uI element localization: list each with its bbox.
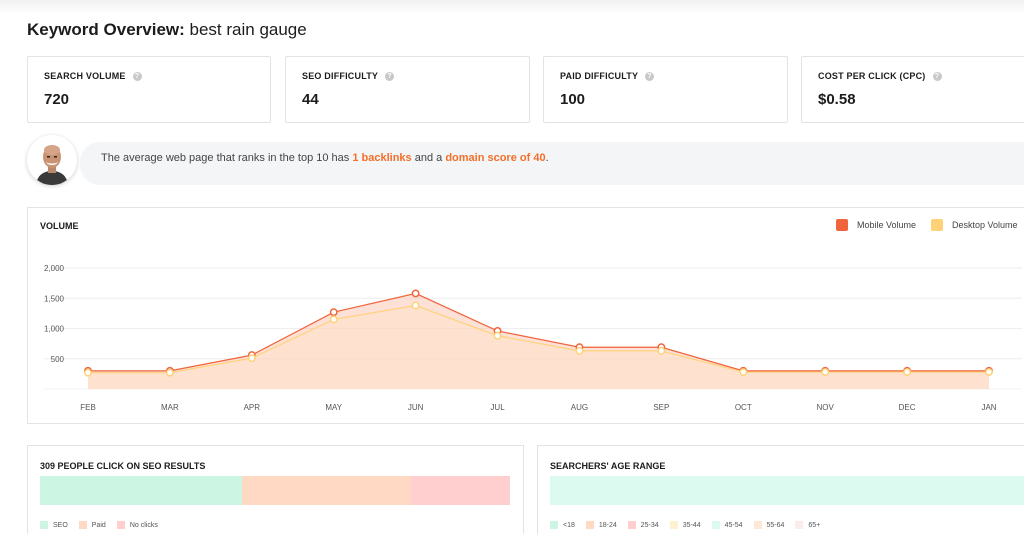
help-icon[interactable]: ? — [132, 71, 142, 81]
volume-panel — [27, 207, 1024, 424]
seo-difficulty-value: 44 — [302, 91, 319, 108]
legend-label: 18-24 — [598, 521, 617, 529]
legend-mobile[interactable]: Mobile Volume — [836, 219, 916, 231]
seo-difficulty-label: SEO DIFFICULTY — [302, 71, 379, 81]
legend-label: 25-34 — [640, 521, 659, 529]
legend-item: No clicks — [116, 521, 158, 529]
avatar-portrait — [27, 135, 77, 185]
paid-difficulty-label: PAID DIFFICULTY — [560, 71, 639, 81]
legend-label: 35-44 — [682, 521, 701, 529]
legend-desktop-label: Desktop Volume — [952, 220, 1018, 230]
avatar — [27, 135, 77, 185]
legend-label: 65+ — [808, 521, 821, 529]
tip-text: The average web page that ranks in the t… — [101, 152, 549, 164]
age-range-title: SEARCHERS' AGE RANGE — [550, 461, 666, 471]
cpc-card: COST PER CLICK (CPC)? $0.58 — [801, 56, 1024, 123]
age-range-bar — [550, 476, 1024, 505]
legend-label: No clicks — [129, 521, 158, 529]
keyword-text: best rain gauge — [189, 20, 307, 39]
search-volume-card: SEARCH VOLUME? 720 — [27, 56, 271, 123]
backlinks-link[interactable]: 1 backlinks — [352, 152, 412, 164]
legend-swatch — [753, 521, 762, 529]
help-icon[interactable]: ? — [385, 71, 395, 81]
legend-item: 65+ — [795, 521, 820, 529]
legend-label: Paid — [91, 521, 106, 529]
top-shadow — [0, 0, 1024, 14]
volume-title: VOLUME — [40, 221, 79, 231]
cpc-label: COST PER CLICK (CPC) — [818, 71, 926, 81]
cpc-value: $0.58 — [818, 91, 856, 108]
legend-swatch — [78, 521, 87, 529]
seo-clicks-title: 309 PEOPLE CLICK ON SEO RESULTS — [40, 461, 206, 471]
search-volume-value: 720 — [44, 91, 70, 108]
legend-swatch — [627, 521, 636, 529]
page-title-label: Keyword Overview: — [27, 20, 185, 39]
mobile-swatch — [836, 219, 848, 231]
search-volume-label: SEARCH VOLUME — [44, 71, 126, 81]
seo-difficulty-card: SEO DIFFICULTY? 44 — [285, 56, 530, 123]
legend-swatch — [669, 521, 678, 529]
seo-bar-segment — [242, 476, 411, 505]
tip-bar: The average web page that ranks in the t… — [80, 142, 1024, 185]
legend-item: 35-44 — [669, 521, 701, 529]
legend-desktop[interactable]: Desktop Volume — [931, 219, 1018, 231]
legend-swatch — [116, 521, 125, 529]
desktop-swatch — [931, 219, 943, 231]
paid-difficulty-card: PAID DIFFICULTY? 100 — [543, 56, 788, 123]
tip-suffix: . — [545, 152, 549, 164]
legend-item: 18-24 — [585, 521, 617, 529]
legend-swatch — [550, 521, 558, 529]
legend-item: 55-64 — [753, 521, 785, 529]
paid-difficulty-value: 100 — [560, 91, 586, 108]
tip-middle: and a — [411, 152, 446, 164]
legend-swatch — [711, 521, 720, 529]
legend-item: <18 — [550, 521, 575, 529]
legend-label: SEO — [53, 521, 68, 529]
domain-score-link[interactable]: domain score of 40 — [445, 152, 546, 164]
legend-label: 55-64 — [766, 521, 785, 529]
seo-clicks-legend: SEO Paid No clicks — [40, 521, 169, 529]
legend-swatch — [795, 521, 804, 529]
legend-label: <18 — [563, 521, 575, 529]
legend-item: 45-54 — [711, 521, 743, 529]
seo-bar-segment — [40, 476, 242, 505]
help-icon[interactable]: ? — [645, 71, 655, 81]
legend-swatch — [40, 521, 48, 529]
tip-prefix: The average web page that ranks in the t… — [101, 152, 353, 164]
legend-label: 45-54 — [724, 521, 743, 529]
legend-item: Paid — [78, 521, 106, 529]
help-icon[interactable]: ? — [932, 71, 942, 81]
age-range-legend: <18 18-24 25-34 35-44 45-54 55-64 65+ — [550, 521, 831, 529]
seo-bar-segment — [411, 476, 510, 505]
legend-item: 25-34 — [627, 521, 659, 529]
legend-item: SEO — [40, 521, 68, 529]
page-title: Keyword Overview: best rain gauge — [27, 20, 307, 40]
legend-mobile-label: Mobile Volume — [857, 220, 917, 230]
legend-swatch — [585, 521, 594, 529]
